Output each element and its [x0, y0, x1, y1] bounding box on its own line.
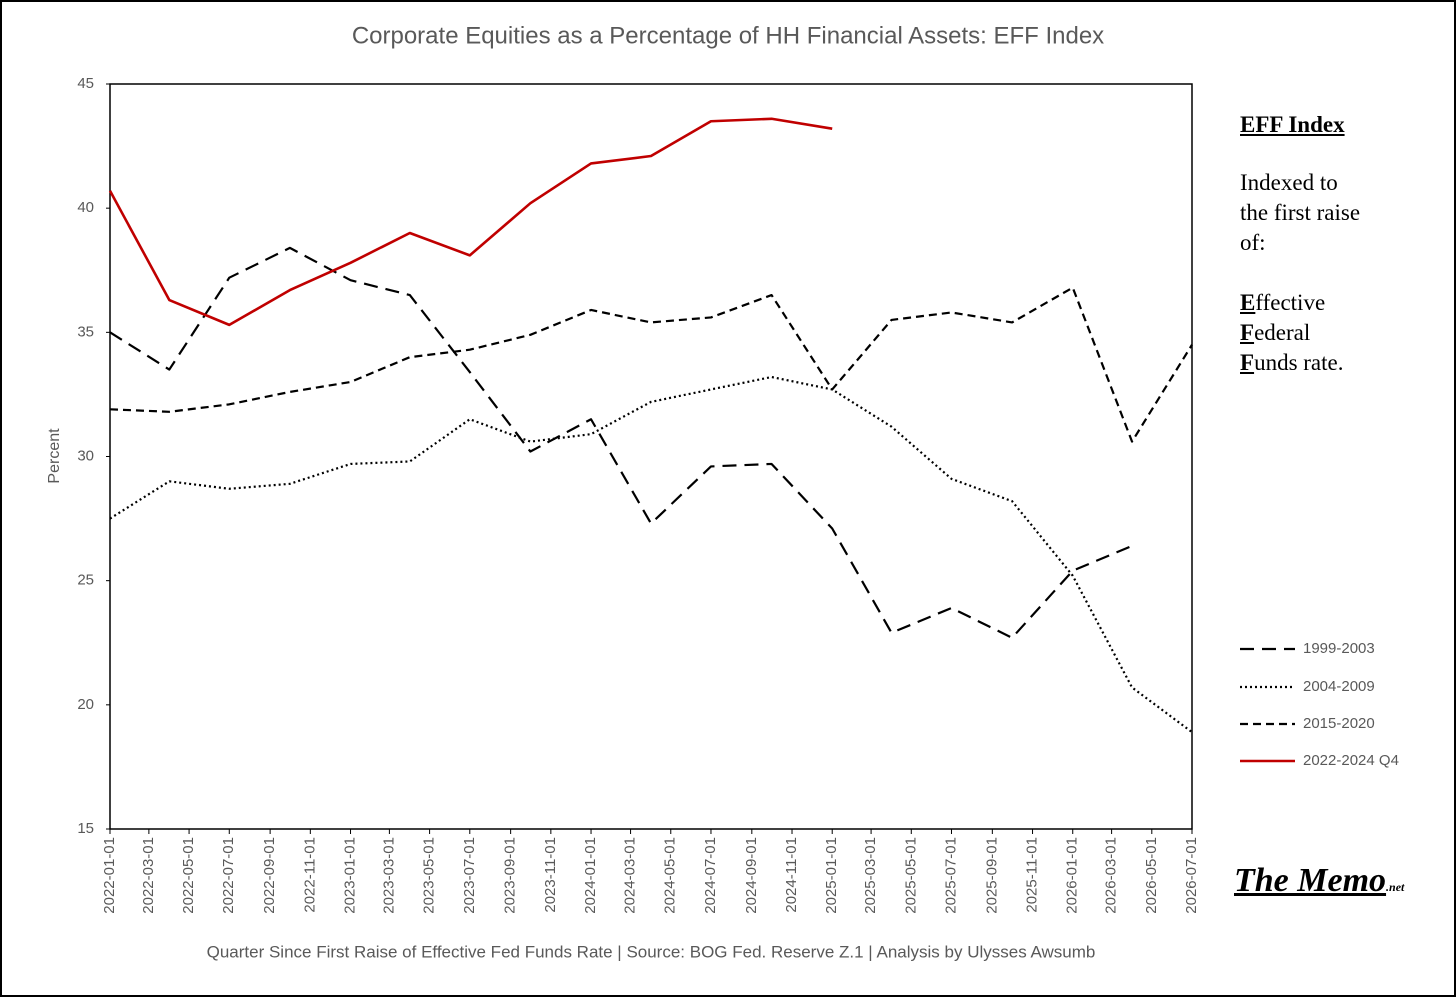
x-tick-label: 2024-03-01 [622, 837, 639, 914]
series-line [109, 286, 1193, 443]
note-line: of: [1240, 230, 1266, 255]
legend-label: 1999-2003 [1303, 640, 1375, 657]
legend-label: 2015-2020 [1303, 715, 1375, 732]
y-axis-label: Percent [46, 428, 63, 484]
x-tick-label: 2022-11-01 [301, 837, 318, 913]
logo-main: The Memo [1234, 862, 1387, 899]
legend-label: 2022-2024 Q4 [1303, 752, 1399, 769]
acronym-line: Funds rate. [1240, 350, 1344, 375]
y-tick-label: 35 [77, 323, 94, 340]
acronym-line: Federal [1240, 320, 1311, 345]
x-tick-label: 2025-09-01 [983, 837, 1000, 914]
x-axis-label: Quarter Since First Raise of Effective F… [207, 942, 1096, 961]
y-tick-label: 45 [77, 75, 94, 92]
note-line: Indexed to [1240, 170, 1338, 195]
y-tick-label: 15 [77, 820, 94, 837]
x-tick-label: 2026-01-01 [1064, 837, 1081, 914]
series-line [108, 117, 833, 327]
acronym-line: Effective [1240, 290, 1326, 315]
x-tick-label: 2023-11-01 [542, 837, 559, 913]
x-tick-label: 2022-07-01 [220, 837, 237, 914]
legend-label: 2004-2009 [1303, 678, 1375, 695]
x-tick-label: 2024-05-01 [662, 837, 679, 914]
x-tick-label: 2022-01-01 [101, 837, 118, 914]
plot-area [109, 83, 1193, 830]
x-tick-label: 2024-09-01 [743, 837, 760, 914]
chart-title: Corporate Equities as a Percentage of HH… [352, 22, 1104, 49]
x-tick-label: 2023-09-01 [502, 837, 519, 914]
side-panel: EFF Index Indexed to the first raise of:… [1240, 110, 1360, 378]
x-tick-label: 2025-11-01 [1024, 837, 1041, 913]
x-tick-label: 2025-07-01 [942, 837, 959, 914]
x-tick-label: 2026-03-01 [1103, 837, 1120, 914]
logo: The Memo.net [1234, 862, 1404, 900]
x-tick-label: 2025-01-01 [823, 837, 840, 914]
x-tick-label: 2022-09-01 [261, 837, 278, 914]
x-tick-label: 2024-01-01 [582, 837, 599, 914]
note-line: the first raise [1240, 200, 1361, 225]
x-tick-label: 2024-11-01 [783, 837, 800, 913]
y-tick-label: 30 [77, 447, 94, 464]
x-tick-label: 2026-07-01 [1183, 837, 1200, 914]
x-tick-label: 2026-05-01 [1143, 837, 1160, 914]
y-tick-label: 40 [77, 199, 94, 216]
y-tick-label: 25 [77, 572, 94, 589]
panel-heading: EFF Index [1240, 112, 1345, 137]
x-tick-label: 2023-03-01 [380, 837, 397, 914]
series-line [109, 375, 1193, 734]
x-tick-label: 2023-01-01 [341, 837, 358, 914]
series-line [109, 246, 1133, 639]
x-tick-label: 2023-05-01 [421, 837, 438, 914]
logo-sub: .net [1386, 880, 1405, 894]
x-tick-label: 2025-03-01 [862, 837, 879, 914]
x-tick-label: 2022-03-01 [140, 837, 157, 914]
x-tick-label: 2025-05-01 [902, 837, 919, 914]
panel-acronym: Effective Federal Funds rate. [1240, 288, 1360, 378]
panel-note: Indexed to the first raise of: [1240, 168, 1360, 258]
y-tick-label: 20 [77, 696, 94, 713]
x-tick-label: 2023-07-01 [461, 837, 478, 914]
x-tick-label: 2024-07-01 [702, 837, 719, 914]
x-tick-label: 2022-05-01 [180, 837, 197, 914]
